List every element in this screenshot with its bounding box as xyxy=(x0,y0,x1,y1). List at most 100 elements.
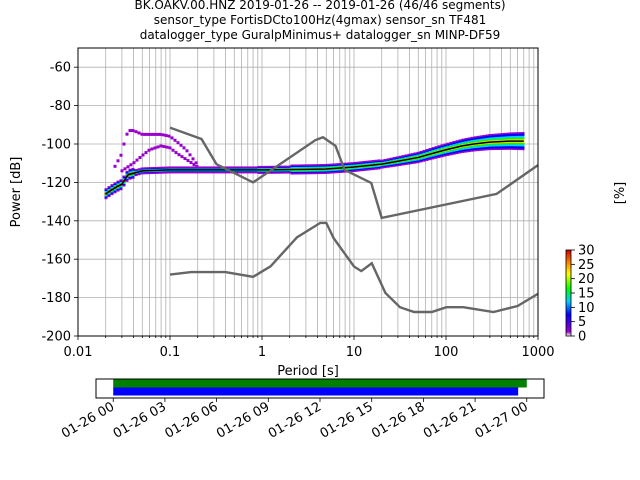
psd-cell-sparse xyxy=(150,147,154,151)
psd-cell-sparse xyxy=(147,148,151,152)
psd-cell-sparse xyxy=(122,142,126,146)
psd-cell-sparse xyxy=(182,146,186,150)
colorbar-tick-label: 10 xyxy=(578,301,595,316)
psd-cell-sparse xyxy=(128,129,132,133)
psd-cell-sparse xyxy=(120,169,124,173)
psd-cell-sparse xyxy=(155,132,159,136)
x-tick-label: 1000 xyxy=(521,345,554,360)
psd-cell-sparse xyxy=(162,145,166,149)
psd-cell-sparse xyxy=(186,159,190,163)
timeline-tick-label: 01-26 06 xyxy=(162,399,220,441)
y-axis-label: Power [dB] xyxy=(9,157,24,228)
psd-cell-sparse xyxy=(149,132,153,136)
x-axis-label: Period [s] xyxy=(277,364,339,379)
psd-cell-sparse xyxy=(188,153,192,157)
timeline-bar xyxy=(113,379,527,388)
psd-cell-sparse xyxy=(123,167,127,171)
x-axis: 0.01 0.1 1 10 100 1000 xyxy=(64,336,555,360)
y-tick-label: -120 xyxy=(41,176,71,191)
psd-cell-sparse xyxy=(134,130,138,134)
colorbar-tick-label: 20 xyxy=(578,272,595,287)
x-tick-label: 100 xyxy=(434,345,459,360)
psd-cell-sparse xyxy=(168,146,172,150)
x-tick-label: 0.01 xyxy=(64,345,93,360)
psd-cell-sparse xyxy=(183,157,187,161)
colorbar xyxy=(565,249,572,337)
timeline-bar xyxy=(113,387,519,396)
psd-cell-sparse xyxy=(195,165,199,169)
colorbar-tick-label: 15 xyxy=(578,287,595,302)
colorbar-label: [%] xyxy=(613,182,628,205)
psd-cell-sparse xyxy=(164,133,168,137)
plot-frame xyxy=(77,47,539,337)
psd-mode-line xyxy=(105,140,524,195)
noise-models xyxy=(169,126,539,314)
psd-cell-sparse xyxy=(140,132,144,136)
psd-cell-sparse xyxy=(119,153,123,157)
timeline-tick-label: 01-26 00 xyxy=(59,399,117,441)
psd-cell-sparse xyxy=(170,136,174,140)
psd-cell-sparse xyxy=(179,143,183,147)
x-tick-label: 10 xyxy=(346,345,363,360)
psd-cell-sparse xyxy=(144,151,148,155)
psd-cell-sparse xyxy=(189,161,193,165)
psd-cell-sparse xyxy=(194,161,198,165)
psd-cell-sparse xyxy=(159,144,163,148)
psd-cell-sparse xyxy=(176,141,180,145)
psd-cell-sparse xyxy=(161,133,165,137)
psd-cell-sparse xyxy=(192,163,196,167)
psd-density xyxy=(104,129,525,200)
psd-cell-sparse xyxy=(113,164,117,168)
psd-cell-sparse xyxy=(156,145,160,149)
grid xyxy=(78,48,538,337)
y-tick-label: -200 xyxy=(41,330,71,345)
psd-cell-sparse xyxy=(132,161,136,165)
noise-model-low xyxy=(169,221,539,314)
y-tick-label: -140 xyxy=(41,214,71,229)
psd-cell-sparse xyxy=(171,148,175,152)
y-tick-label: -160 xyxy=(41,253,71,268)
psd-cell-sparse xyxy=(167,134,171,138)
psd-cell-sparse xyxy=(153,146,157,150)
colorbar-tick-label: 25 xyxy=(578,258,595,273)
psd-cell-sparse xyxy=(125,132,129,136)
chart-title: BK.OAKV.00.HNZ 2019-01-26 -- 2019-01-26 … xyxy=(134,0,506,12)
psd-cell-sparse xyxy=(146,132,150,136)
y-tick-label: -100 xyxy=(41,138,71,153)
y-axis: -200 -180 -160 -140 -120 -100 -80 -60 xyxy=(41,61,78,345)
psd-cell-sparse xyxy=(180,155,184,159)
psd-cell-sparse xyxy=(116,159,120,163)
psd-cell-sparse xyxy=(165,145,169,149)
colorbar-tick-label: 5 xyxy=(578,315,586,330)
timeline-tick-label: 01-26 12 xyxy=(266,399,324,441)
psd-cell-sparse xyxy=(173,138,177,142)
psd-cell-sparse xyxy=(135,158,139,162)
x-tick-label: 1 xyxy=(258,345,266,360)
psd-cell-sparse xyxy=(137,131,141,135)
psd-cell-sparse xyxy=(126,165,130,169)
timeline-bars xyxy=(113,379,527,396)
colorbar-tick-label: 30 xyxy=(578,244,595,259)
timeline-tick-label: 01-26 21 xyxy=(421,399,479,441)
psd-cell-sparse xyxy=(143,132,147,136)
psd-cell-sparse xyxy=(191,157,195,161)
chart-subtitle-2: datalogger_type GuralpMinimus+ datalogge… xyxy=(139,28,501,42)
psd-cell-sparse xyxy=(138,156,142,160)
y-tick-label: -180 xyxy=(41,291,71,306)
psd-cell-sparse xyxy=(174,151,178,155)
psd-cell-sparse xyxy=(158,132,162,136)
x-tick-label: 0.1 xyxy=(160,345,181,360)
timeline-tick-label: 01-26 09 xyxy=(214,399,272,441)
psd-cell-sparse xyxy=(177,153,181,157)
psd-cell-sparse xyxy=(185,149,189,153)
timeline-tick-label: 01-26 18 xyxy=(369,399,427,441)
timeline-tick-label: 01-26 03 xyxy=(111,399,169,441)
timeline-tick-label: 01-27 00 xyxy=(473,399,531,441)
y-tick-label: -60 xyxy=(50,61,71,76)
timeline-tick-label: 01-26 15 xyxy=(318,399,376,441)
psd-cell-sparse xyxy=(141,153,145,157)
psd-cell-sparse xyxy=(129,163,133,167)
